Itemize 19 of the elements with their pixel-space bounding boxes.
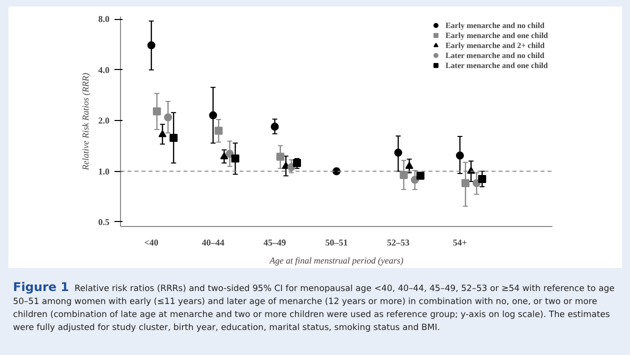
legend-label: Early menarche and no child <box>445 20 544 30</box>
legend-label: Early menarche and 2+ child <box>445 40 545 50</box>
x-tick-label: 54+ <box>452 238 468 248</box>
x-tick-label: <40 <box>144 238 159 248</box>
y-axis-title: Relative Risk Ratios (RRR) <box>80 72 90 172</box>
x-tick-label: 40–44 <box>202 238 225 248</box>
y-tick-label: 1.0 <box>98 166 110 176</box>
caption: Figure 1 <box>13 280 70 294</box>
legend-label: Later menarche and no child <box>445 50 544 60</box>
y-tick-label: 8.0 <box>98 14 110 24</box>
x-tick-label: 50–51 <box>325 238 348 248</box>
x-axis-title: Age at final menstrual period (years) <box>268 256 404 266</box>
x-tick-label: 45–49 <box>264 238 287 248</box>
legend-label: Early menarche and one child <box>445 30 548 40</box>
y-tick-label: 2.0 <box>98 116 110 126</box>
y-tick-label: 4.0 <box>98 64 110 75</box>
legend-label: Later menarche and one child <box>445 60 548 70</box>
y-tick-label: 0.5 <box>98 216 110 227</box>
x-tick-label: 52–53 <box>386 238 410 248</box>
